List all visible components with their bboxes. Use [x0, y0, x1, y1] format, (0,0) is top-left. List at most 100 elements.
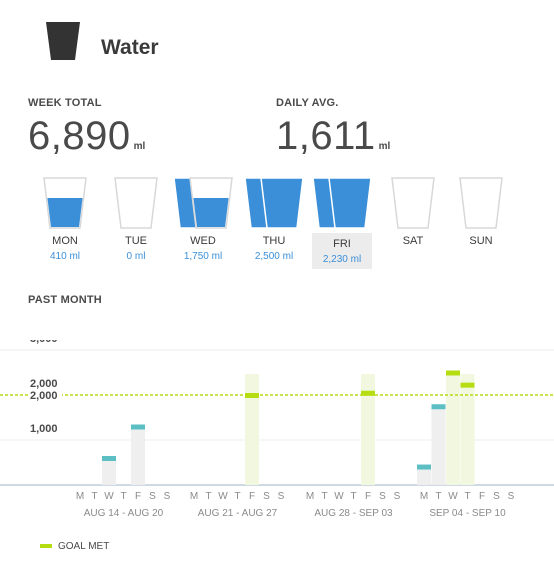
- week-label: AUG 21 - AUG 27: [198, 508, 278, 519]
- bar-cap: [417, 464, 431, 470]
- day-name: THU: [262, 235, 286, 247]
- day-letter: S: [149, 491, 156, 502]
- day-letter: S: [379, 491, 386, 502]
- day-letter: T: [350, 491, 356, 502]
- day-letter: S: [394, 491, 401, 502]
- daily-avg-label: DAILY AVG.: [276, 97, 339, 109]
- y-tick-label: 1,000: [30, 423, 58, 435]
- water-glass-icon: [43, 177, 87, 229]
- week-label: SEP 04 - SEP 10: [429, 508, 506, 519]
- day-value: [449, 251, 513, 262]
- day-value: 2,500 ml: [254, 251, 294, 262]
- water-glass-icon: [244, 177, 304, 229]
- bar: [431, 406, 446, 485]
- day-value: 1,750 ml: [183, 251, 223, 262]
- bar-cap: [361, 390, 375, 396]
- bar-cap: [460, 382, 475, 388]
- bar-cap: [446, 370, 460, 376]
- day-letter: W: [218, 491, 228, 502]
- day-letter: S: [508, 491, 515, 502]
- day-letter: S: [278, 491, 285, 502]
- daily-avg-unit: ml: [378, 141, 391, 152]
- day-letter: M: [190, 491, 198, 502]
- bar: [417, 466, 431, 485]
- day-letter: F: [249, 491, 255, 502]
- bar: [446, 374, 460, 485]
- bar: [131, 426, 145, 485]
- day-value: 410 ml: [49, 251, 80, 262]
- day-name: SUN: [469, 235, 493, 247]
- day-letter: T: [91, 491, 97, 502]
- day-value: 2,230 ml: [322, 254, 362, 265]
- water-level: [193, 198, 229, 227]
- past-month-label: PAST MONTH: [28, 294, 102, 306]
- day-text: MON 410 ml: [33, 235, 97, 262]
- day-text: SAT: [381, 235, 445, 262]
- day-text: TUE 0 ml: [104, 235, 168, 262]
- daily-avg-value: 1,611: [276, 114, 376, 158]
- day-wed[interactable]: WED 1,750 ml: [171, 177, 235, 262]
- water-glass-icon: [173, 177, 233, 229]
- bar: [102, 458, 116, 485]
- goal-met-swatch: [40, 544, 52, 549]
- day-letter: F: [479, 491, 485, 502]
- bar-cap: [102, 456, 116, 461]
- day-letter: S: [263, 491, 270, 502]
- week-total-value: 6,890: [28, 114, 131, 158]
- water-level: [47, 198, 83, 227]
- day-letter: W: [334, 491, 344, 502]
- day-name: FRI: [333, 238, 351, 250]
- day-name: WED: [190, 235, 216, 247]
- day-letter: W: [448, 491, 458, 502]
- day-text: WED 1,750 ml: [171, 235, 235, 262]
- day-letter: T: [464, 491, 470, 502]
- day-text: SUN: [449, 235, 513, 262]
- day-letter: F: [365, 491, 371, 502]
- day-name: TUE: [125, 235, 147, 247]
- week-label: AUG 14 - AUG 20: [84, 508, 164, 519]
- day-tue[interactable]: TUE 0 ml: [104, 177, 168, 262]
- day-mon[interactable]: MON 410 ml: [33, 177, 97, 262]
- day-letter: S: [164, 491, 171, 502]
- day-letter: M: [420, 491, 428, 502]
- week-total-unit: ml: [133, 141, 146, 152]
- week-total-label: WEEK TOTAL: [28, 97, 102, 109]
- day-thu[interactable]: THU 2,500 ml: [242, 177, 306, 262]
- day-letter: F: [135, 491, 141, 502]
- day-letter: T: [234, 491, 240, 502]
- week-label: AUG 28 - SEP 03: [314, 508, 393, 519]
- day-name: MON: [52, 235, 78, 247]
- y-tick-label: 3,000: [30, 340, 58, 345]
- water-glass-icon: [114, 177, 158, 229]
- bar: [245, 374, 259, 485]
- y-tick-label: 2,000: [30, 378, 58, 390]
- day-letter: T: [321, 491, 327, 502]
- day-text: FRI 2,230 ml: [312, 233, 372, 269]
- goal-met-label: GOAL MET: [58, 541, 110, 552]
- day-text: THU 2,500 ml: [242, 235, 306, 262]
- day-fri[interactable]: FRI 2,230 ml: [310, 177, 374, 269]
- day-letter: T: [120, 491, 126, 502]
- page-title: Water: [101, 36, 159, 59]
- day-letter: W: [104, 491, 114, 502]
- bar: [460, 374, 475, 485]
- legend: GOAL MET: [40, 541, 109, 552]
- day-name: SAT: [402, 235, 424, 247]
- day-letter: T: [205, 491, 211, 502]
- day-letter: M: [306, 491, 314, 502]
- goal-tick-label: 2,000: [30, 390, 58, 402]
- bar-cap: [431, 404, 446, 410]
- daily-avg: 1,611 ml: [276, 116, 390, 156]
- bar-cap: [131, 424, 145, 430]
- water-glass-icon: [312, 177, 372, 229]
- day-sat[interactable]: SAT: [381, 177, 445, 262]
- water-glass-icon: [459, 177, 503, 229]
- day-letter: T: [435, 491, 441, 502]
- day-sun[interactable]: SUN: [449, 177, 513, 262]
- day-letter: S: [493, 491, 500, 502]
- water-glass-icon: [391, 177, 435, 229]
- week-total: 6,890 ml: [28, 116, 145, 156]
- water-glass-logo-icon: [44, 20, 82, 67]
- day-letter: M: [76, 491, 84, 502]
